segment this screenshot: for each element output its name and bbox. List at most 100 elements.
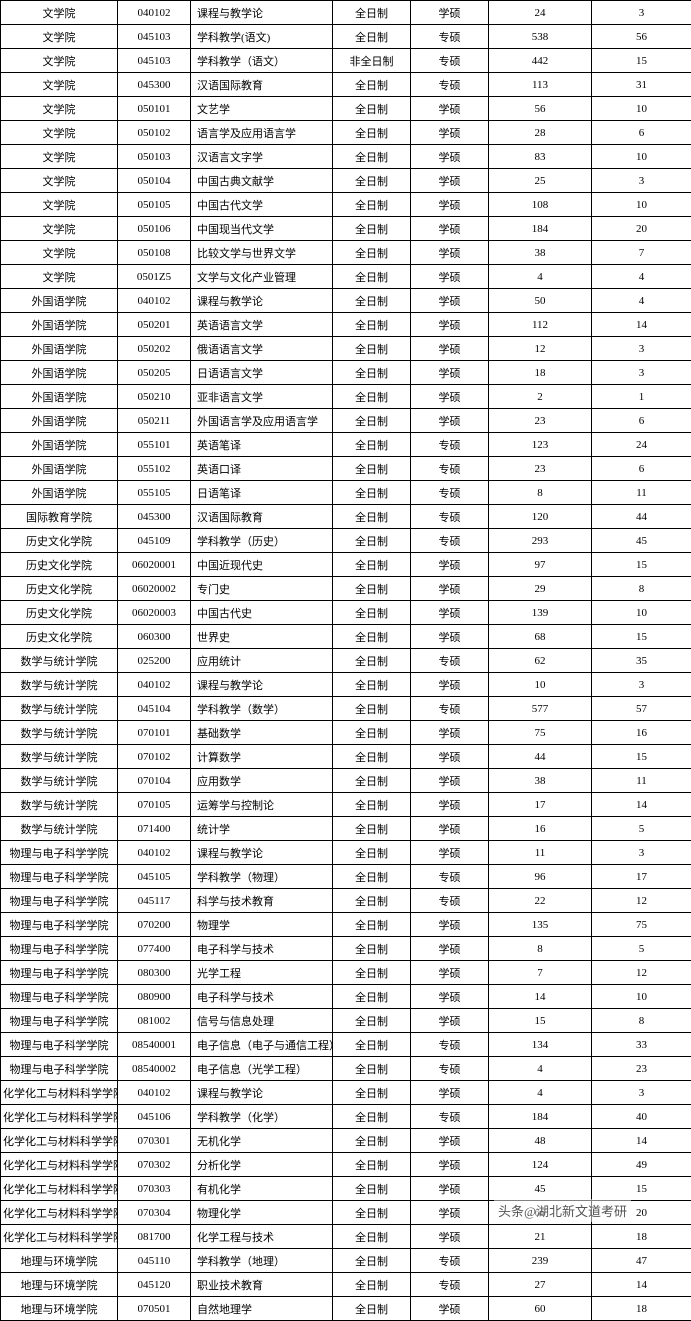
cell-major: 课程与教学论	[191, 673, 333, 697]
cell-mode: 全日制	[333, 1, 411, 25]
cell-college: 物理与电子科学学院	[1, 961, 118, 985]
cell-mode: 全日制	[333, 193, 411, 217]
cell-num1: 108	[489, 193, 592, 217]
cell-mode: 全日制	[333, 169, 411, 193]
cell-college: 文学院	[1, 121, 118, 145]
cell-mode: 全日制	[333, 865, 411, 889]
cell-code: 08540002	[118, 1057, 191, 1081]
cell-college: 国际教育学院	[1, 505, 118, 529]
cell-code: 050105	[118, 193, 191, 217]
cell-num2: 16	[592, 721, 691, 745]
cell-college: 文学院	[1, 241, 118, 265]
cell-college: 文学院	[1, 145, 118, 169]
cell-type: 专硕	[411, 697, 489, 721]
cell-mode: 全日制	[333, 1177, 411, 1201]
cell-mode: 全日制	[333, 217, 411, 241]
cell-type: 学硕	[411, 289, 489, 313]
table-row: 物理与电子科学学院08540001电子信息（电子与通信工程）全日制专硕13433	[1, 1033, 691, 1057]
cell-type: 专硕	[411, 529, 489, 553]
cell-major: 统计学	[191, 817, 333, 841]
cell-college: 物理与电子科学学院	[1, 985, 118, 1009]
cell-type: 学硕	[411, 745, 489, 769]
table-row: 地理与环境学院070501自然地理学全日制学硕6018	[1, 1297, 691, 1321]
cell-type: 学硕	[411, 601, 489, 625]
cell-num2: 10	[592, 97, 691, 121]
cell-college: 外国语学院	[1, 409, 118, 433]
cell-code: 077400	[118, 937, 191, 961]
table-row: 外国语学院050201英语语言文学全日制学硕11214	[1, 313, 691, 337]
table-row: 历史文化学院06020002专门史全日制学硕298	[1, 577, 691, 601]
cell-major: 化学工程与技术	[191, 1225, 333, 1249]
cell-mode: 全日制	[333, 241, 411, 265]
table-row: 化学化工与材料科学学院070303有机化学全日制学硕4515	[1, 1177, 691, 1201]
cell-type: 学硕	[411, 721, 489, 745]
cell-type: 专硕	[411, 1249, 489, 1273]
table-row: 文学院045300汉语国际教育全日制专硕11331	[1, 73, 691, 97]
cell-code: 050103	[118, 145, 191, 169]
cell-mode: 全日制	[333, 385, 411, 409]
cell-code: 050101	[118, 97, 191, 121]
cell-num2: 11	[592, 769, 691, 793]
cell-mode: 全日制	[333, 313, 411, 337]
cell-major: 俄语语言文学	[191, 337, 333, 361]
cell-code: 045104	[118, 697, 191, 721]
cell-major: 运筹学与控制论	[191, 793, 333, 817]
cell-num2: 11	[592, 481, 691, 505]
cell-college: 数学与统计学院	[1, 793, 118, 817]
cell-college: 文学院	[1, 217, 118, 241]
cell-type: 学硕	[411, 985, 489, 1009]
cell-code: 050104	[118, 169, 191, 193]
cell-type: 学硕	[411, 913, 489, 937]
cell-college: 物理与电子科学学院	[1, 1057, 118, 1081]
cell-major: 专门史	[191, 577, 333, 601]
cell-num2: 4	[592, 289, 691, 313]
cell-num1: 8	[489, 481, 592, 505]
table-row: 历史文化学院045109学科教学（历史）全日制专硕29345	[1, 529, 691, 553]
cell-major: 光学工程	[191, 961, 333, 985]
cell-num1: 120	[489, 505, 592, 529]
cell-code: 080900	[118, 985, 191, 1009]
cell-num1: 4	[489, 1057, 592, 1081]
cell-mode: 全日制	[333, 673, 411, 697]
table-row: 外国语学院050205日语语言文学全日制学硕183	[1, 361, 691, 385]
table-row: 文学院050104中国古典文献学全日制学硕253	[1, 169, 691, 193]
cell-type: 学硕	[411, 1129, 489, 1153]
cell-major: 日语笔译	[191, 481, 333, 505]
cell-type: 专硕	[411, 25, 489, 49]
cell-num2: 3	[592, 337, 691, 361]
cell-college: 文学院	[1, 1, 118, 25]
cell-code: 050205	[118, 361, 191, 385]
cell-num1: 7	[489, 961, 592, 985]
cell-college: 外国语学院	[1, 385, 118, 409]
cell-code: 055101	[118, 433, 191, 457]
cell-num1: 97	[489, 553, 592, 577]
table-row: 物理与电子科学学院070200物理学全日制学硕13575	[1, 913, 691, 937]
cell-code: 040102	[118, 1081, 191, 1105]
cell-type: 学硕	[411, 361, 489, 385]
cell-type: 学硕	[411, 409, 489, 433]
cell-num1: 113	[489, 73, 592, 97]
cell-mode: 全日制	[333, 73, 411, 97]
cell-college: 外国语学院	[1, 481, 118, 505]
cell-mode: 全日制	[333, 289, 411, 313]
cell-mode: 全日制	[333, 1225, 411, 1249]
cell-type: 专硕	[411, 481, 489, 505]
table-row: 历史文化学院06020001中国近现代史全日制学硕9715	[1, 553, 691, 577]
cell-mode: 全日制	[333, 1273, 411, 1297]
cell-major: 中国古代史	[191, 601, 333, 625]
table-row: 外国语学院050202俄语语言文学全日制学硕123	[1, 337, 691, 361]
table-row: 外国语学院040102课程与教学论全日制学硕504	[1, 289, 691, 313]
cell-num2: 8	[592, 577, 691, 601]
cell-college: 历史文化学院	[1, 601, 118, 625]
cell-mode: 全日制	[333, 1105, 411, 1129]
cell-type: 专硕	[411, 865, 489, 889]
cell-college: 数学与统计学院	[1, 697, 118, 721]
cell-num2: 14	[592, 1129, 691, 1153]
cell-num1: 17	[489, 793, 592, 817]
cell-num2: 5	[592, 817, 691, 841]
table-row: 文学院0501Z5文学与文化产业管理全日制学硕44	[1, 265, 691, 289]
cell-mode: 全日制	[333, 409, 411, 433]
cell-college: 物理与电子科学学院	[1, 1009, 118, 1033]
cell-code: 045109	[118, 529, 191, 553]
cell-mode: 全日制	[333, 913, 411, 937]
